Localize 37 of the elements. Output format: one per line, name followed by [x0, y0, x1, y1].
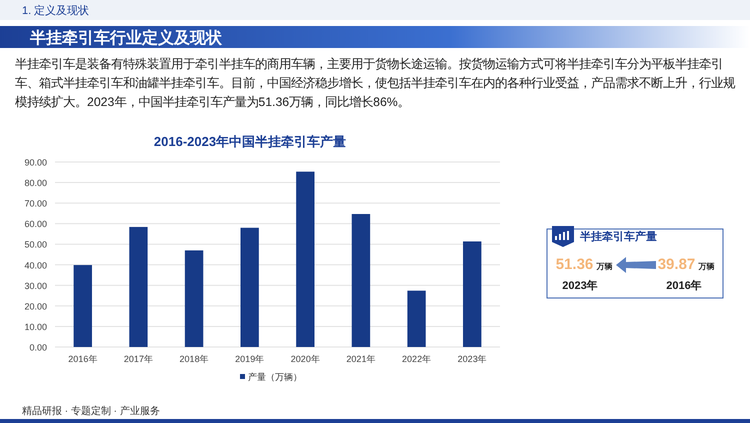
y-tick-label: 90.00 — [24, 158, 47, 168]
text: 1. 定义及现状 — [22, 4, 90, 18]
y-tick-label: 40.00 — [24, 260, 47, 270]
y-tick-label: 30.00 — [24, 280, 47, 291]
text: 半挂牵引车产量 — [579, 230, 657, 243]
x-tick-label: 2023年 — [458, 354, 487, 364]
bar — [184, 250, 204, 347]
bar — [240, 228, 259, 347]
y-tick-label: 60.00 — [24, 219, 47, 230]
y-tick-label: 80.00 — [24, 178, 47, 188]
x-tick-label: 2016年 — [68, 354, 98, 364]
bar — [407, 290, 426, 347]
x-tick-label: 2018年 — [180, 354, 209, 364]
x-tick-label: 2022年 — [402, 354, 432, 364]
text: 2016年 — [666, 279, 702, 292]
legend-label: 产量（万辆） — [248, 372, 302, 382]
x-tick-label: 2020年 — [290, 354, 320, 364]
y-tick-label: 20.00 — [24, 301, 47, 312]
text: 半挂牵引车行业定义及现状 — [30, 28, 222, 49]
bar — [296, 172, 314, 347]
y-tick-label: 50.00 — [24, 240, 47, 250]
bar — [74, 265, 92, 347]
x-tick-label: 2019年 — [235, 354, 264, 364]
text: 半挂牵引车是装备有特殊装置用于牵引半挂车的商用车辆，主要用于货物长途运输。按货物运输方式可将半挂牵引车分为平板半挂牵引车、箱式半挂牵引车和油罐半挂牵引车。目前，中国经济稳步增长，使包括半挂牵引车在内的各种行业受益，产品需求不断上升，行业规模持续扩大。2023年，中国半挂牵引车产量为51.36万辆，同比增长86%。 — [15, 56, 736, 111]
bar — [352, 214, 370, 347]
y-tick-label: 70.00 — [24, 198, 47, 209]
text: 39.87 万辆 — [658, 256, 714, 273]
y-tick-label: 0.00 — [29, 342, 47, 352]
x-tick-label: 2021年 — [346, 354, 376, 364]
bar — [463, 241, 482, 347]
text: 2023年 — [562, 279, 598, 292]
x-tick-label: 2017年 — [124, 354, 153, 364]
text: 51.36 万辆 — [556, 256, 612, 273]
y-tick-label: 10.00 — [24, 322, 47, 332]
text: 精品研报 · 专题定制 · 产业服务 — [22, 404, 160, 418]
bar — [129, 226, 148, 347]
chart-title: 2016-2023年中国半挂牵引车产量 — [152, 133, 348, 151]
